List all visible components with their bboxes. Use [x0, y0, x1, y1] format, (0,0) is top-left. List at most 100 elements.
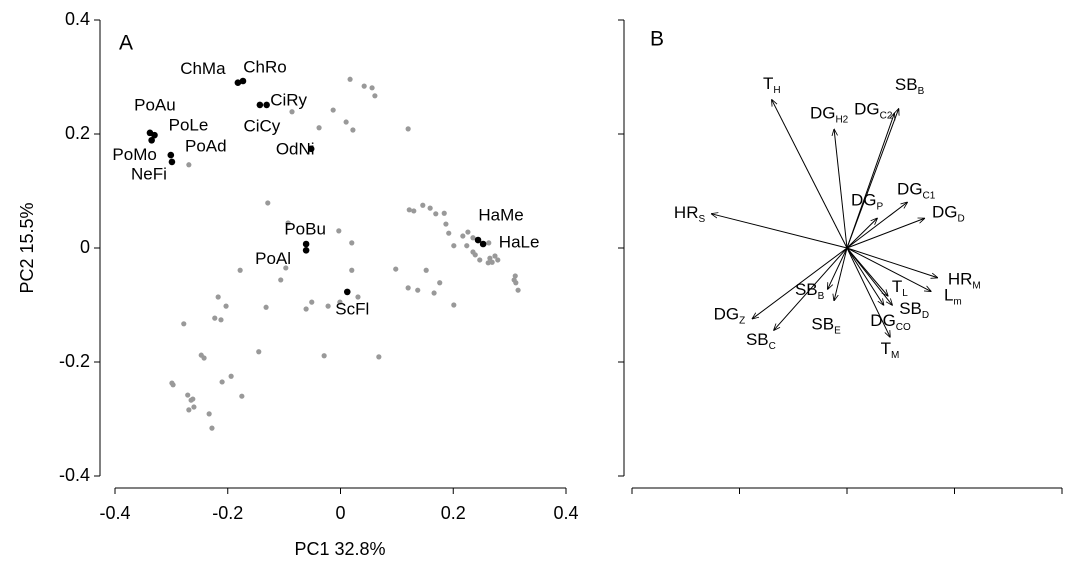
- x-tick-label: 0.2: [441, 503, 466, 523]
- point: [427, 205, 433, 211]
- point: [219, 379, 225, 385]
- point: [441, 210, 447, 216]
- point: [190, 396, 196, 402]
- point: [303, 306, 309, 312]
- point: [337, 299, 343, 305]
- point: [446, 230, 452, 236]
- point: [148, 136, 155, 144]
- point-label: CiRy: [270, 90, 307, 109]
- point: [372, 93, 378, 99]
- loading-label-sub: C1: [923, 190, 936, 201]
- loading-arrow: [752, 247, 848, 319]
- loading-label-sub: Z: [739, 315, 745, 326]
- loading-label-main: DG: [870, 311, 896, 330]
- loading-arrow: [846, 247, 890, 337]
- loading-label-sub: L: [902, 288, 908, 299]
- point: [405, 126, 411, 132]
- loading-arrow: [828, 247, 848, 289]
- point: [168, 158, 176, 166]
- loading-label-main: SB: [795, 281, 818, 300]
- point: [485, 260, 491, 266]
- point: [278, 277, 284, 283]
- loading-label-sub: M: [891, 350, 899, 361]
- point: [355, 294, 361, 300]
- loading-label-sub: B: [918, 86, 925, 97]
- point: [443, 221, 449, 227]
- loading-label-main: SB: [811, 315, 834, 334]
- loading-label-main: DG: [810, 104, 836, 123]
- point: [487, 255, 493, 261]
- loading-label-sub: H: [773, 84, 780, 95]
- point-label: NeFi: [131, 164, 167, 183]
- point: [167, 151, 175, 159]
- loading-label: HRM: [948, 270, 981, 291]
- point: [361, 83, 367, 89]
- point: [212, 315, 218, 321]
- loading-arrow: [774, 247, 848, 330]
- point-label: HaLe: [499, 232, 540, 251]
- loading-arrow: [846, 247, 931, 291]
- point: [302, 240, 310, 248]
- loading-arrow: [772, 100, 848, 249]
- loading-label-sub: B: [818, 291, 825, 302]
- point: [486, 240, 492, 246]
- loading-label-main: L: [944, 286, 953, 305]
- point: [492, 253, 498, 259]
- point: [411, 208, 417, 214]
- y-tick-label: -0.4: [59, 465, 90, 485]
- point: [474, 236, 482, 244]
- point: [470, 249, 476, 255]
- y-tick-label: -0.2: [59, 351, 90, 371]
- point: [511, 277, 517, 283]
- point: [209, 425, 215, 431]
- loading-label: TH: [763, 74, 781, 95]
- x-tick-label: 0: [335, 503, 345, 523]
- point-label: PoLe: [169, 116, 209, 135]
- loading-label: DGD: [932, 203, 965, 224]
- loading-label-sub: M: [972, 280, 980, 291]
- loading-arrow: [846, 247, 884, 305]
- point: [206, 411, 212, 417]
- point: [515, 287, 521, 293]
- point: [218, 317, 224, 323]
- point: [283, 265, 289, 271]
- loading-label: TL: [892, 277, 908, 298]
- loading-label: Lm: [944, 286, 962, 307]
- point: [405, 285, 411, 291]
- loading-label-sub: C: [769, 341, 776, 352]
- loading-label-main: T: [763, 74, 773, 93]
- point-label: PoAl: [255, 249, 291, 268]
- point: [479, 240, 487, 248]
- point: [201, 355, 207, 361]
- loading-label-sub: CO: [896, 322, 911, 333]
- point-label: PoMo: [112, 145, 156, 164]
- point: [369, 85, 375, 91]
- point-label: OdNi: [276, 139, 315, 158]
- loading-label: DGH2: [810, 104, 849, 125]
- loading-label: DGC1: [897, 180, 936, 201]
- point: [256, 101, 264, 109]
- loading-arrow: [834, 247, 848, 300]
- loading-label-sub: D: [922, 310, 929, 321]
- point: [336, 228, 342, 234]
- loading-arrow: [846, 247, 937, 278]
- point-label: ChRo: [243, 57, 286, 76]
- point: [325, 303, 331, 309]
- point: [393, 266, 399, 272]
- point: [263, 101, 270, 109]
- loading-label: DGP: [851, 191, 884, 212]
- loading-label-main: HR: [674, 203, 699, 222]
- point: [186, 162, 192, 168]
- point: [285, 220, 291, 226]
- point: [420, 202, 426, 208]
- loading-label-sub: P: [877, 201, 884, 212]
- point: [431, 290, 437, 296]
- point: [307, 145, 315, 153]
- loading-arrow: [846, 113, 894, 249]
- loading-label: DGC2: [854, 100, 893, 121]
- x-tick-label: -0.4: [99, 503, 130, 523]
- point: [470, 235, 476, 241]
- point: [223, 303, 229, 309]
- point: [343, 119, 349, 125]
